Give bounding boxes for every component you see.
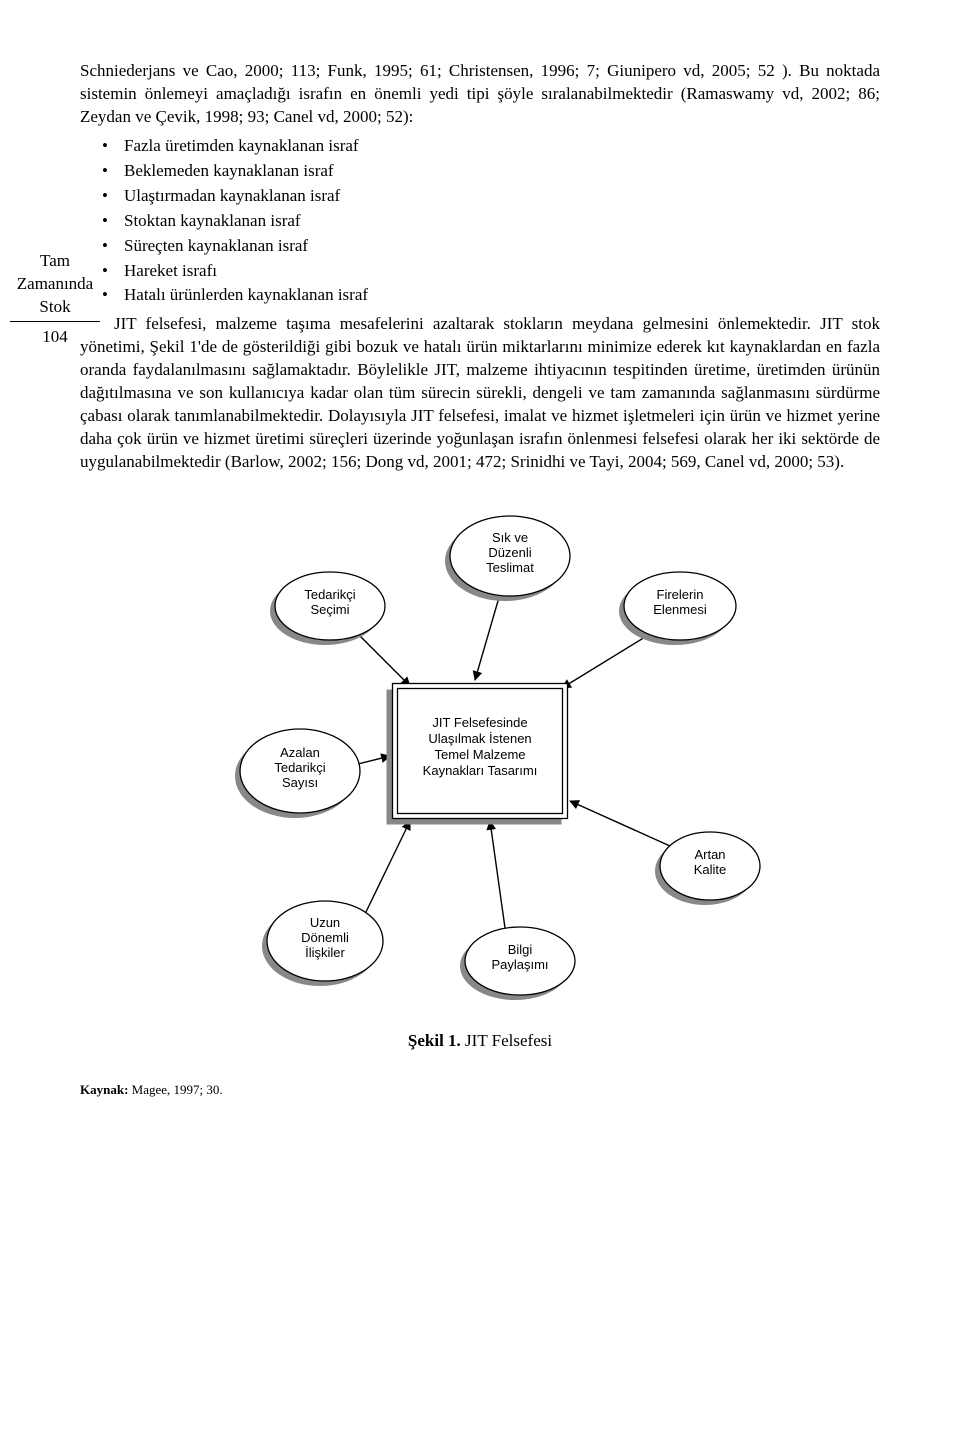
svg-text:Sık veDüzenliTeslimat: Sık veDüzenliTeslimat xyxy=(486,530,534,575)
margin-l2: Zamanında xyxy=(17,274,93,293)
caption-bold: Şekil 1. xyxy=(408,1031,461,1050)
jit-diagram: JIT FelsefesindeUlaşılmak İstenenTemel M… xyxy=(180,496,780,1016)
caption-rest: JIT Felsefesi xyxy=(461,1031,552,1050)
svg-text:ArtanKalite: ArtanKalite xyxy=(694,847,727,877)
svg-text:AzalanTedarikçiSayısı: AzalanTedarikçiSayısı xyxy=(274,745,325,790)
figure-caption: Şekil 1. JIT Felsefesi xyxy=(80,1030,880,1053)
source-rest: Magee, 1997; 30. xyxy=(128,1082,222,1097)
svg-text:TedarikçiSeçimi: TedarikçiSeçimi xyxy=(304,587,355,617)
paragraph-1: Schniederjans ve Cao, 2000; 113; Funk, 1… xyxy=(80,60,880,129)
bullet-list: Fazla üretimden kaynaklanan israfBekleme… xyxy=(80,135,880,308)
margin-label: Tam Zamanında Stok 104 xyxy=(10,250,100,349)
paragraph-2: JIT felsefesi, malzeme taşıma mesafeleri… xyxy=(80,313,880,474)
margin-l3: Stok xyxy=(39,297,70,316)
margin-l1: Tam xyxy=(40,251,70,270)
bullet-item: Fazla üretimden kaynaklanan israf xyxy=(124,135,880,158)
figure-source: Kaynak: Magee, 1997; 30. xyxy=(80,1081,880,1099)
bullet-item: Stoktan kaynaklanan israf xyxy=(124,210,880,233)
bullet-item: Hareket israfı xyxy=(124,260,880,283)
bullet-item: Ulaştırmadan kaynaklanan israf xyxy=(124,185,880,208)
body-text: Schniederjans ve Cao, 2000; 113; Funk, 1… xyxy=(80,60,880,474)
bullet-item: Beklemeden kaynaklanan israf xyxy=(124,160,880,183)
page-number: 104 xyxy=(10,326,100,349)
bullet-item: Süreçten kaynaklanan israf xyxy=(124,235,880,258)
source-bold: Kaynak: xyxy=(80,1082,128,1097)
svg-text:JIT FelsefesindeUlaşılmak İste: JIT FelsefesindeUlaşılmak İstenenTemel M… xyxy=(423,715,538,778)
svg-text:FirelerinElenmesi: FirelerinElenmesi xyxy=(653,587,707,617)
bullet-item: Hatalı ürünlerden kaynaklanan israf xyxy=(124,284,880,307)
